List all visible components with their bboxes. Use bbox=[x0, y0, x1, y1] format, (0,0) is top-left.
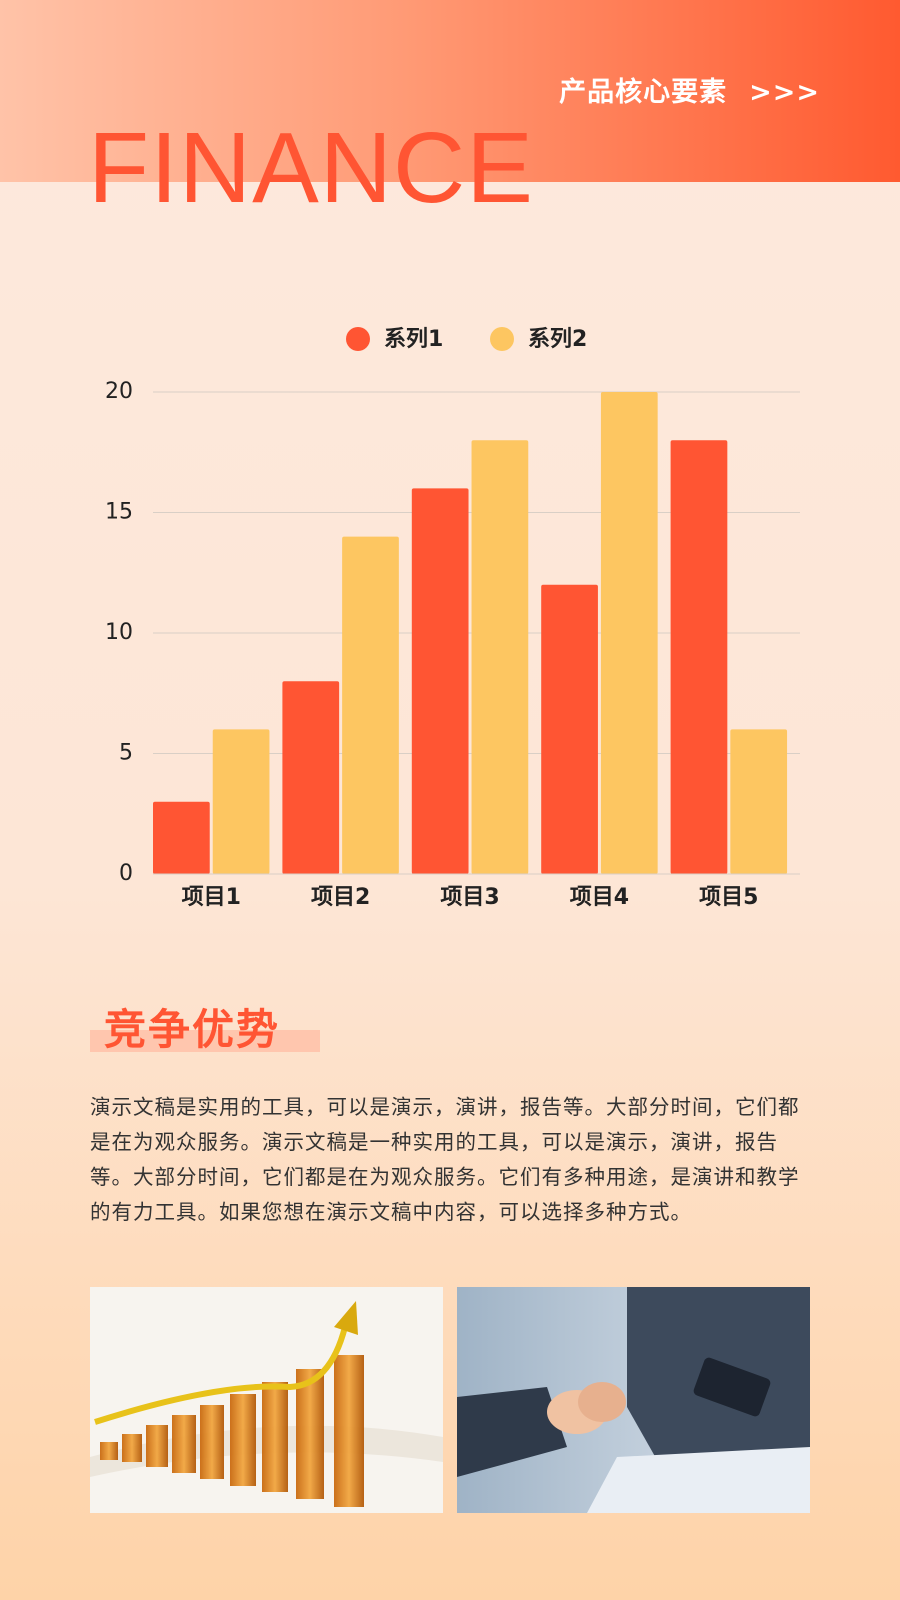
y-tick-label: 10 bbox=[105, 620, 133, 645]
bar bbox=[342, 536, 399, 874]
tag-arrow: >>> bbox=[749, 77, 820, 108]
legend-label: 系列2 bbox=[528, 327, 587, 352]
bar bbox=[730, 729, 788, 874]
chart: 0 5 10 15 20 系列1 系列2 项目1 项目2 项目3 项目4 项目5 bbox=[105, 327, 800, 910]
bar bbox=[282, 681, 340, 874]
header-tag: 产品核心要素 >>> bbox=[559, 70, 820, 109]
x-tick-label: 项目2 bbox=[311, 885, 370, 910]
y-tick-label: 5 bbox=[119, 741, 133, 766]
handshake-image bbox=[457, 1287, 810, 1513]
x-tick-label: 项目4 bbox=[570, 885, 629, 910]
header-title: FINANCE bbox=[88, 112, 534, 224]
y-tick-label: 20 bbox=[105, 379, 133, 404]
header-band bbox=[0, 0, 900, 182]
bar bbox=[212, 729, 270, 874]
x-tick-label: 项目5 bbox=[699, 885, 758, 910]
x-tick-label: 项目3 bbox=[440, 885, 499, 910]
bar bbox=[153, 801, 210, 874]
section-title: 竞争优势 bbox=[104, 1005, 281, 1054]
bar bbox=[670, 440, 728, 874]
y-tick-label: 15 bbox=[105, 500, 133, 525]
y-tick-label: 0 bbox=[119, 861, 133, 886]
title-highlight bbox=[90, 1030, 320, 1052]
legend-label: 系列1 bbox=[384, 327, 443, 352]
section-body: 演示文稿是实用的工具，可以是演示，演讲，报告等。大部分时间，它们都是在为观众服务… bbox=[90, 1095, 800, 1224]
legend-swatch bbox=[346, 327, 370, 351]
bar bbox=[600, 392, 658, 874]
legend-swatch bbox=[490, 327, 514, 351]
x-tick-label: 项目1 bbox=[182, 885, 241, 910]
bar bbox=[411, 488, 469, 874]
tag-text: 产品核心要素 bbox=[559, 77, 728, 108]
growth-image bbox=[90, 1287, 443, 1513]
bar bbox=[471, 440, 529, 874]
bar bbox=[541, 584, 598, 874]
